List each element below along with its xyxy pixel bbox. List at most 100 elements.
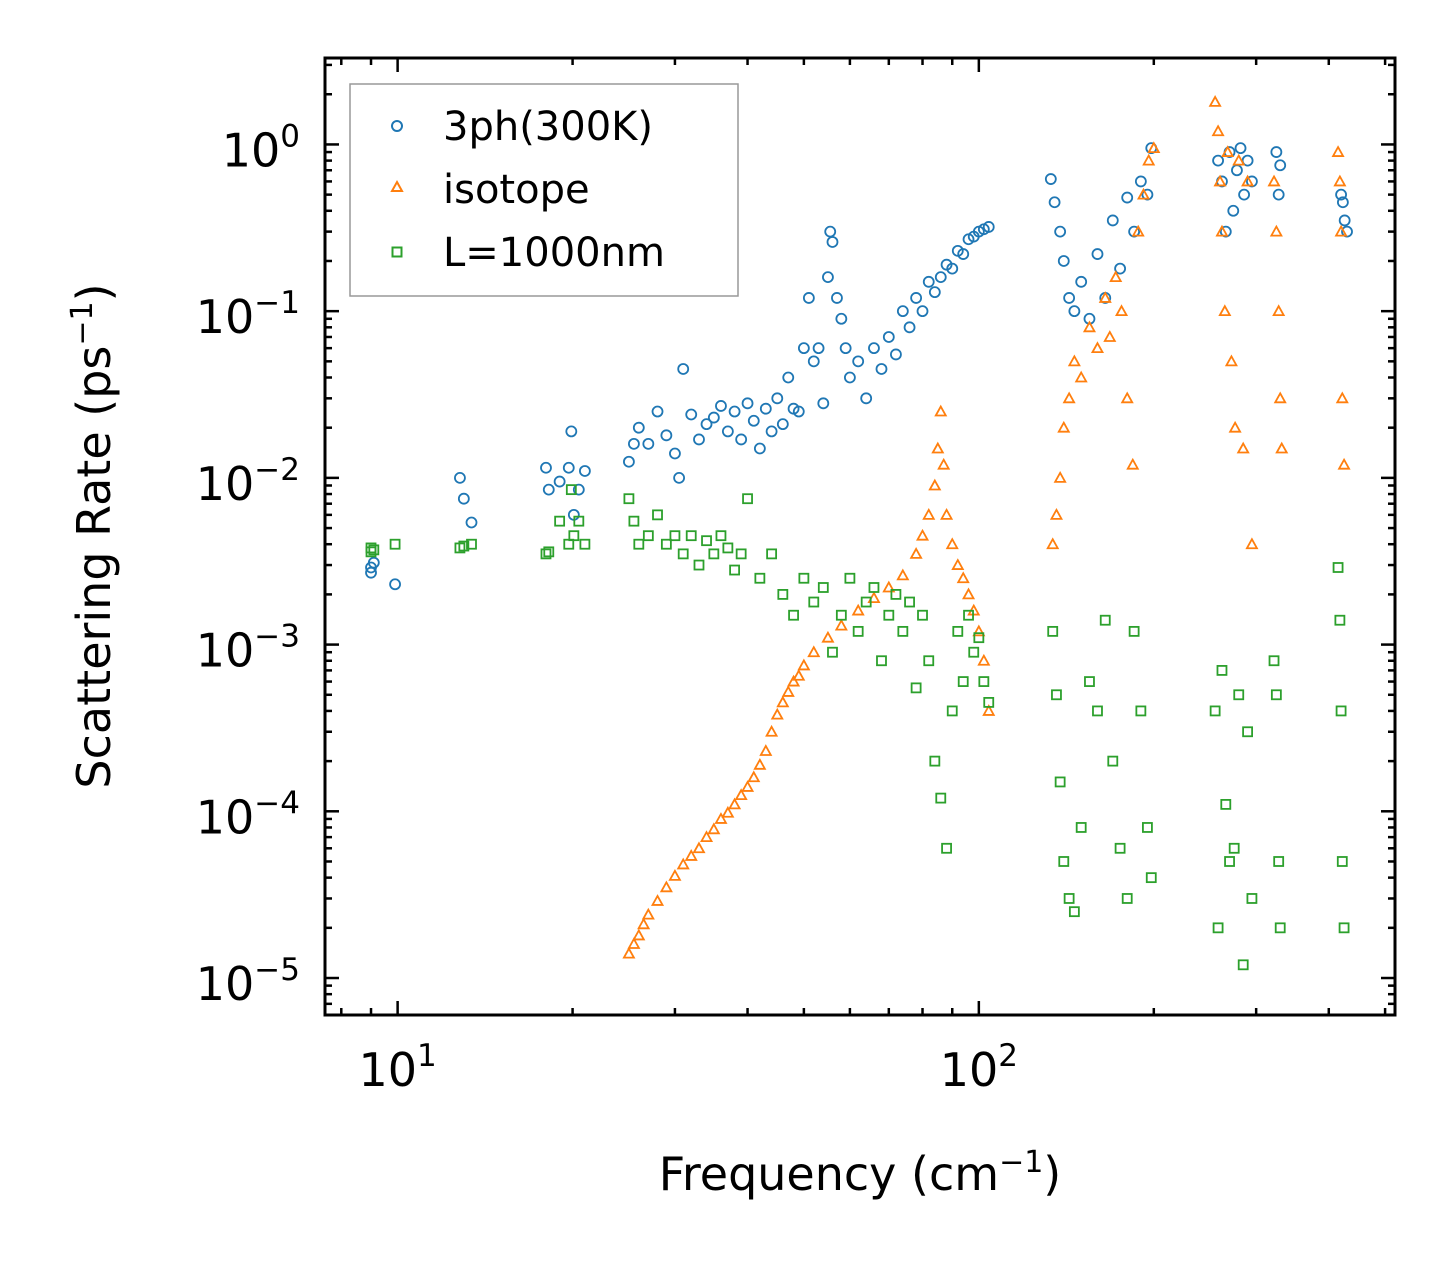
x-axis-label: Frequency (cm−1) xyxy=(659,1145,1062,1201)
data-point xyxy=(968,646,980,658)
data-point xyxy=(741,780,755,792)
data-point xyxy=(1341,225,1353,238)
data-point xyxy=(1218,304,1232,317)
data-point xyxy=(642,530,654,542)
data-point xyxy=(367,556,380,569)
data-point xyxy=(1084,676,1095,687)
data-point xyxy=(1236,441,1250,454)
data-point xyxy=(1121,893,1133,904)
data-point xyxy=(868,582,880,593)
data-point xyxy=(1074,370,1088,383)
data-point xyxy=(1220,798,1232,810)
data-point xyxy=(909,547,923,559)
data-point xyxy=(963,609,974,621)
data-point xyxy=(389,578,401,591)
legend-marker-isotope xyxy=(390,179,404,192)
data-point xyxy=(1224,354,1238,367)
data-point xyxy=(765,425,778,438)
data-point xyxy=(368,544,380,556)
data-point xyxy=(983,697,995,708)
data-point xyxy=(834,618,848,631)
data-point xyxy=(1338,922,1350,934)
y-tick-label: 10−1 xyxy=(196,285,300,344)
y-tick-label: 100 xyxy=(222,118,300,177)
data-point xyxy=(1131,224,1145,237)
data-point xyxy=(1091,248,1104,260)
data-point xyxy=(1099,614,1111,626)
data-point xyxy=(962,587,976,600)
data-point xyxy=(1092,705,1103,717)
data-point xyxy=(715,400,727,412)
data-point xyxy=(1106,214,1119,227)
data-point xyxy=(1228,420,1242,433)
data-point xyxy=(742,493,753,505)
y-tick-label: 10−5 xyxy=(196,952,300,1011)
data-point xyxy=(835,609,847,621)
data-point xyxy=(389,538,401,550)
data-point xyxy=(1136,187,1151,200)
data-point xyxy=(1212,154,1224,167)
data-point xyxy=(1211,124,1225,137)
data-point xyxy=(776,695,790,708)
data-point xyxy=(1098,291,1112,303)
y-tick-label: 10−4 xyxy=(196,785,300,844)
data-point xyxy=(1067,354,1081,367)
data-point xyxy=(982,221,995,233)
data-point xyxy=(1272,188,1285,201)
data-point xyxy=(565,484,577,496)
data-point xyxy=(1336,196,1349,209)
data-point xyxy=(1212,922,1224,934)
data-point xyxy=(931,441,945,454)
data-point xyxy=(1334,224,1348,237)
data-point xyxy=(1273,856,1285,867)
axes-frame xyxy=(323,56,1397,1017)
data-point xyxy=(677,363,690,375)
data-point xyxy=(1114,262,1127,275)
data-point xyxy=(572,483,585,496)
data-point xyxy=(1331,145,1345,157)
data-point xyxy=(754,572,766,584)
data-point xyxy=(946,705,958,717)
data-point xyxy=(1334,614,1346,626)
data-point xyxy=(1227,204,1240,217)
data-point xyxy=(699,830,714,843)
data-point xyxy=(817,582,829,593)
data-point xyxy=(821,630,835,643)
data-point xyxy=(1063,893,1075,904)
data-point xyxy=(798,572,810,584)
data-point xyxy=(835,312,848,325)
data-point xyxy=(1237,959,1249,971)
data-point xyxy=(1053,471,1067,483)
data-point xyxy=(957,676,969,687)
data-point xyxy=(578,465,591,477)
data-point xyxy=(652,509,663,521)
data-point xyxy=(1338,214,1351,227)
data-point xyxy=(941,842,952,854)
data-point xyxy=(1046,537,1060,550)
data-point xyxy=(1246,893,1258,904)
data-point xyxy=(1054,225,1067,238)
data-point xyxy=(1063,292,1076,304)
data-point xyxy=(852,625,864,637)
data-point xyxy=(1270,689,1282,701)
data-point xyxy=(922,508,936,520)
data-point xyxy=(788,609,799,621)
data-point xyxy=(1068,305,1081,318)
data-point xyxy=(573,515,585,527)
data-point xyxy=(1273,391,1287,404)
data-point xyxy=(1234,142,1247,155)
data-point xyxy=(554,515,566,527)
data-points xyxy=(365,95,1353,971)
data-point xyxy=(897,625,909,637)
data-point xyxy=(1044,173,1057,185)
data-point xyxy=(928,286,941,299)
data-point xyxy=(915,528,930,541)
data-point xyxy=(1221,145,1235,157)
data-point xyxy=(684,849,698,861)
data-point xyxy=(1142,153,1156,166)
data-point xyxy=(579,538,591,550)
data-point xyxy=(812,342,825,355)
data-point xyxy=(1335,188,1347,201)
data-point xyxy=(714,812,728,824)
